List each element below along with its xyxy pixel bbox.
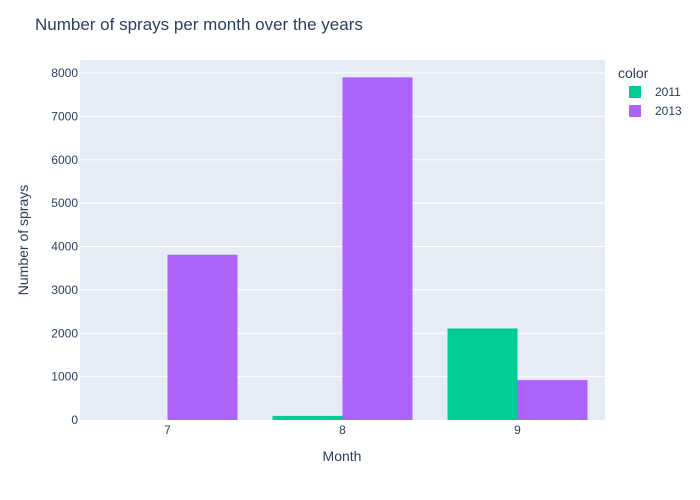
x-tick-label: 7 [164,423,171,437]
y-tick-label: 0 [71,413,78,427]
chart-title: Number of sprays per month over the year… [35,15,363,34]
legend-swatch-2013[interactable] [629,105,641,117]
bar-2011-month-8[interactable] [272,415,343,420]
x-axis-ticks: 7 8 9 [164,423,521,437]
legend[interactable]: 2011 2013 [629,85,682,118]
legend-label-2011[interactable]: 2011 [655,85,681,99]
y-axis-label: Number of sprays [15,185,31,295]
bar-2013-month-9[interactable] [517,380,588,420]
bar-2013-month-8[interactable] [342,77,413,420]
legend-title: color [618,65,649,81]
legend-label-2013[interactable]: 2013 [655,104,682,118]
x-tick-label: 9 [514,423,521,437]
y-tick-label: 4000 [51,240,78,254]
y-tick-label: 6000 [51,153,78,167]
x-axis-label: Month [323,448,362,464]
y-tick-label: 3000 [51,283,78,297]
y-tick-label: 8000 [51,66,78,80]
y-tick-label: 5000 [51,196,78,210]
legend-swatch-2011[interactable] [629,86,641,98]
y-tick-label: 1000 [51,370,78,384]
y-tick-label: 7000 [51,109,78,123]
x-tick-label: 8 [339,423,346,437]
y-tick-label: 2000 [51,326,78,340]
y-axis-ticks: 0 1000 2000 3000 4000 5000 6000 7000 8000 [51,66,78,427]
bars [167,77,588,420]
bar-2011-month-9[interactable] [447,328,518,420]
bar-2013-month-7[interactable] [167,254,238,420]
